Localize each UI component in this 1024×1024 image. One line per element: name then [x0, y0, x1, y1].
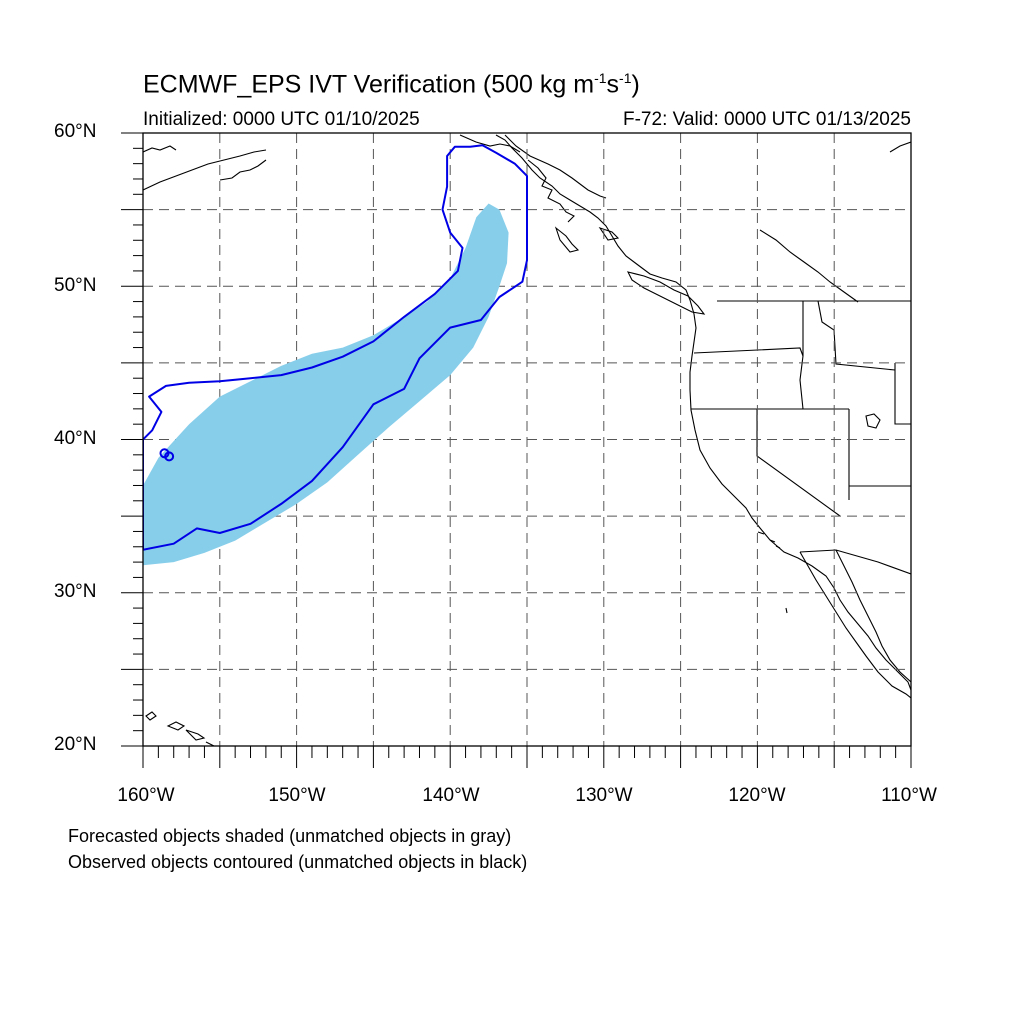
channel-islands [757, 531, 781, 549]
lat-label-40: 40°N [54, 428, 97, 449]
lon-label-140w: 140°W [422, 785, 480, 806]
vancouver-island [626, 271, 706, 315]
forecast-object-shading [143, 203, 509, 566]
idaho-west-border [799, 301, 804, 410]
observed-note: Observed objects contoured (unmatched ob… [68, 852, 528, 872]
lon-label-130w: 130°W [575, 785, 633, 806]
alaska-islands [527, 159, 620, 253]
lat-label-50: 50°N [54, 275, 97, 296]
northeast-coast [759, 141, 911, 303]
lat-label-60: 60°N [54, 121, 97, 142]
guadalupe-island [785, 607, 788, 614]
axis-ticks [121, 132, 912, 768]
lon-label-110w: 110°W [881, 785, 937, 806]
map-title: ECMWF_EPS IVT Verification (500 kg m-1s-… [143, 70, 640, 99]
lat-label-30: 30°N [54, 581, 97, 602]
north-pacific-coast [143, 145, 267, 191]
forecast-note: Forecasted objects shaded (unmatched obj… [68, 826, 512, 846]
observed-object-contour [143, 144, 528, 551]
us-mexico-border [799, 549, 911, 575]
alaska-canada-border [504, 134, 607, 199]
lon-label-120w: 120°W [728, 785, 786, 806]
wy-border [894, 363, 911, 425]
valid-time-label: F-72: Valid: 0000 UTC 01/13/2025 [623, 109, 911, 130]
ca-nv-border [756, 409, 841, 517]
gulf-alaska-coast [459, 134, 521, 153]
lat-label-20: 20°N [54, 734, 97, 755]
objects-layer [143, 144, 528, 566]
observed-small-contour [164, 451, 175, 462]
baja-california [799, 549, 911, 699]
idaho-mt-border [817, 300, 896, 371]
great-salt-lake [865, 413, 881, 429]
lon-label-160w: 160°W [117, 785, 175, 806]
init-time-label: Initialized: 0000 UTC 01/10/2025 [143, 109, 420, 130]
west-coast-line [495, 134, 911, 691]
lon-label-150w: 150°W [268, 785, 326, 806]
hawaii-islands [145, 711, 215, 746]
wa-or-border [693, 347, 804, 357]
